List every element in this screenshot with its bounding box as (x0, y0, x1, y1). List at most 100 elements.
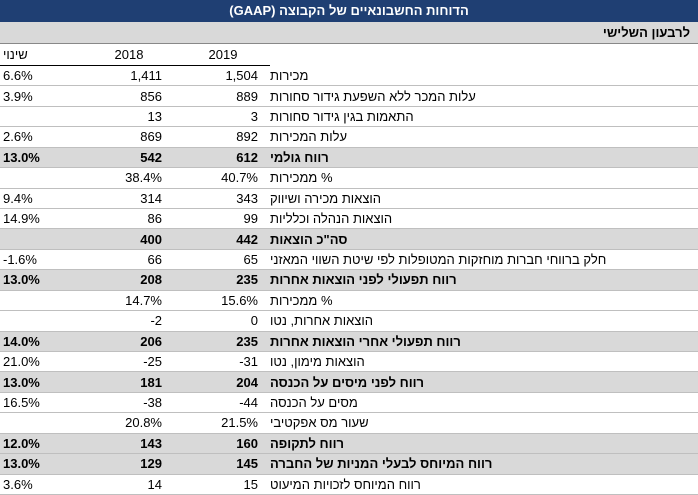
row-label-text: עלות המכירות (270, 129, 348, 145)
value-cell: 3 (176, 107, 270, 128)
value-cell: 889 (176, 86, 270, 107)
row-label-text: רווח לתקופה (270, 435, 344, 451)
total-row: 14.0% 206 235 רווח תפעולי אחרי הוצאות אחרות (0, 331, 698, 352)
value-cell-text: 40.7% (221, 170, 258, 186)
change-cell-text: 14.0% (3, 333, 40, 349)
value-cell: 160 (176, 434, 270, 455)
row-label-text: עלות המכר ללא השפעת גידור סחורות (270, 88, 476, 104)
value-cell: 38.4% (82, 168, 176, 189)
value-cell-text: 1,504 (225, 68, 258, 84)
row-label: מסים על הכנסה (270, 393, 698, 414)
change-cell-text: 2.6% (3, 129, 33, 145)
value-cell-text: 14 (147, 476, 162, 492)
value-cell: 206 (82, 332, 176, 352)
row-label: מכירות (270, 66, 698, 87)
value-cell-text: 235 (236, 333, 258, 349)
value-cell: 0 (176, 311, 270, 332)
change-cell (0, 107, 82, 128)
row-label: רווח תפעולי לפני הוצאות אחרות (270, 270, 698, 291)
value-cell: 343 (176, 189, 270, 209)
change-cell-text: 16.5% (3, 395, 40, 411)
change-cell (0, 311, 82, 332)
value-cell-text: 208 (140, 272, 162, 288)
row-label-text: רווח לפני מיסים על הכנסה (270, 374, 425, 390)
row-label-text: רווח המיוחס לבעלי המניות של החברה (270, 456, 493, 472)
value-cell: 20.8% (82, 413, 176, 434)
change-cell: 13.0% (0, 270, 82, 291)
value-cell: 99 (176, 209, 270, 230)
subtitle-bar: לרבעון השלישי (0, 22, 698, 44)
change-cell: 13.0% (0, 454, 82, 475)
change-cell-text: 13.0% (3, 456, 40, 472)
value-cell: 1,411 (82, 66, 176, 87)
value-cell-text: 400 (140, 231, 162, 247)
value-cell-text: 542 (140, 149, 162, 165)
value-cell-text: -31 (239, 354, 258, 370)
value-cell-text: -44 (239, 395, 258, 411)
column-header: 2019 (176, 44, 270, 66)
value-cell-text: 38.4% (125, 170, 162, 186)
value-cell-text: 20.8% (125, 415, 162, 431)
change-cell-text: 13.0% (3, 374, 40, 390)
change-cell: 3.6% (0, 475, 82, 495)
total-row: 13.0% 129 145 רווח המיוחס לבעלי המניות של ה… (0, 454, 698, 475)
table-row: 2.6% 869 892 עלות המכירות (0, 127, 698, 148)
value-cell-text: 612 (236, 149, 258, 165)
value-cell: -38 (82, 393, 176, 414)
value-cell-text: 856 (140, 88, 162, 104)
total-row: 13.0% 208 235 רווח תפעולי לפני הוצאות אחרות (0, 270, 698, 291)
value-cell: 204 (176, 372, 270, 393)
value-cell-text: 15 (243, 476, 258, 492)
value-cell: 129 (82, 454, 176, 475)
table-row: 13 3 התאמות בגין גידור סחורות (0, 107, 698, 128)
table-row: 16.5% -38 -44 מסים על הכנסה (0, 393, 698, 414)
value-cell-text: 235 (236, 272, 258, 288)
row-label: הוצאות מכירה ושיווק (270, 189, 698, 209)
change-cell-text: 6.6% (3, 68, 33, 84)
change-cell: 14.9% (0, 209, 82, 230)
change-cell: 13.0% (0, 372, 82, 393)
change-cell (0, 229, 82, 250)
row-label: חלק ברווחי חברות מוחזקות המטופלות לפי שי… (270, 250, 698, 271)
row-label: עלות המכירות (270, 127, 698, 148)
total-row: 400 442 סה"כ הוצאות (0, 229, 698, 250)
change-cell-text: 21.0% (3, 354, 40, 370)
value-cell: 21.5% (176, 413, 270, 434)
row-label: רווח גולמי (270, 148, 698, 169)
row-label: רווח לפני מיסים על הכנסה (270, 372, 698, 393)
row-label: רווח המיוחס לבעלי המניות של החברה (270, 454, 698, 475)
value-cell: -44 (176, 393, 270, 414)
change-cell (0, 291, 82, 312)
value-cell-text: 99 (243, 211, 258, 227)
row-label: עלות המכר ללא השפעת גידור סחורות (270, 86, 698, 107)
change-cell: -1.6% (0, 250, 82, 271)
value-cell: 14.7% (82, 291, 176, 312)
value-cell: 856 (82, 86, 176, 107)
row-label: הוצאות מימון, נטו (270, 352, 698, 373)
value-cell: 235 (176, 332, 270, 352)
table-row: 3.6% 14 15 רווח המיוחס לזכויות המיעוט (0, 475, 698, 495)
row-label-text: הוצאות מימון, נטו (270, 354, 365, 370)
row-label-text: רווח גולמי (270, 149, 329, 165)
value-cell-text: 204 (236, 374, 258, 390)
value-cell-text: 869 (140, 129, 162, 145)
value-cell: 869 (82, 127, 176, 148)
value-cell-text: 14.7% (125, 292, 162, 308)
value-cell: 400 (82, 229, 176, 250)
table-row: 20.8% 21.5% שעור מס אפקטיבי (0, 413, 698, 434)
row-label-text: התאמות בגין גידור סחורות (270, 109, 414, 125)
table-row: -2 0 הוצאות אחרות, נטו (0, 311, 698, 332)
row-label-text: % ממכירות (270, 292, 333, 308)
change-cell: 21.0% (0, 352, 82, 373)
change-cell-text: -1.6% (3, 252, 37, 268)
change-cell-text: 12.0% (3, 435, 40, 451)
table-row: 3.9% 856 889 עלות המכר ללא השפעת גידור סחור… (0, 86, 698, 107)
value-cell-text: 889 (236, 88, 258, 104)
row-label: רווח לתקופה (270, 434, 698, 455)
value-cell: 145 (176, 454, 270, 475)
value-cell-text: 15.6% (221, 292, 258, 308)
value-cell-text: 314 (140, 190, 162, 206)
value-cell-text: 892 (236, 129, 258, 145)
value-cell-text: 21.5% (221, 415, 258, 431)
